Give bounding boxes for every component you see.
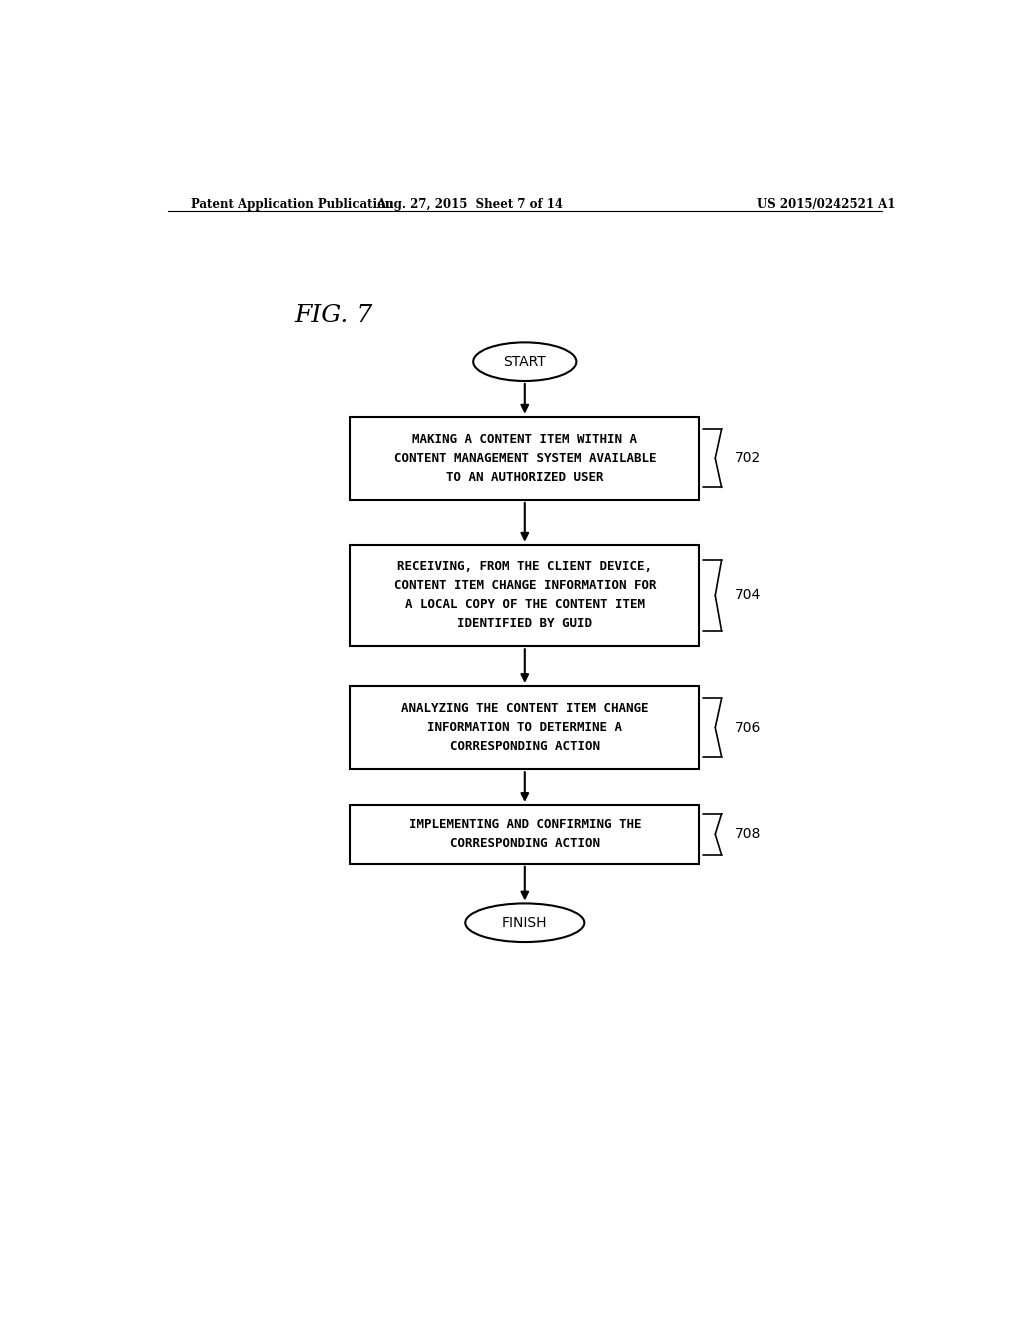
FancyBboxPatch shape [350,417,699,500]
Text: 708: 708 [735,828,762,841]
Text: MAKING A CONTENT ITEM WITHIN A
CONTENT MANAGEMENT SYSTEM AVAILABLE
TO AN AUTHORI: MAKING A CONTENT ITEM WITHIN A CONTENT M… [393,433,656,483]
Text: RECEIVING, FROM THE CLIENT DEVICE,
CONTENT ITEM CHANGE INFORMATION FOR
A LOCAL C: RECEIVING, FROM THE CLIENT DEVICE, CONTE… [393,561,656,631]
FancyBboxPatch shape [350,686,699,770]
FancyBboxPatch shape [350,545,699,647]
Text: START: START [504,355,546,368]
Text: Patent Application Publication: Patent Application Publication [191,198,394,211]
Text: 704: 704 [735,589,762,602]
Ellipse shape [473,342,577,381]
Text: US 2015/0242521 A1: US 2015/0242521 A1 [757,198,896,211]
Text: IMPLEMENTING AND CONFIRMING THE
CORRESPONDING ACTION: IMPLEMENTING AND CONFIRMING THE CORRESPO… [409,818,641,850]
Text: ANALYZING THE CONTENT ITEM CHANGE
INFORMATION TO DETERMINE A
CORRESPONDING ACTIO: ANALYZING THE CONTENT ITEM CHANGE INFORM… [401,702,648,754]
Text: 706: 706 [735,721,762,735]
FancyBboxPatch shape [350,805,699,863]
Ellipse shape [465,903,585,942]
Text: Aug. 27, 2015  Sheet 7 of 14: Aug. 27, 2015 Sheet 7 of 14 [376,198,563,211]
Text: FINISH: FINISH [502,916,548,929]
Text: FIG. 7: FIG. 7 [295,305,373,327]
Text: 702: 702 [735,451,762,465]
